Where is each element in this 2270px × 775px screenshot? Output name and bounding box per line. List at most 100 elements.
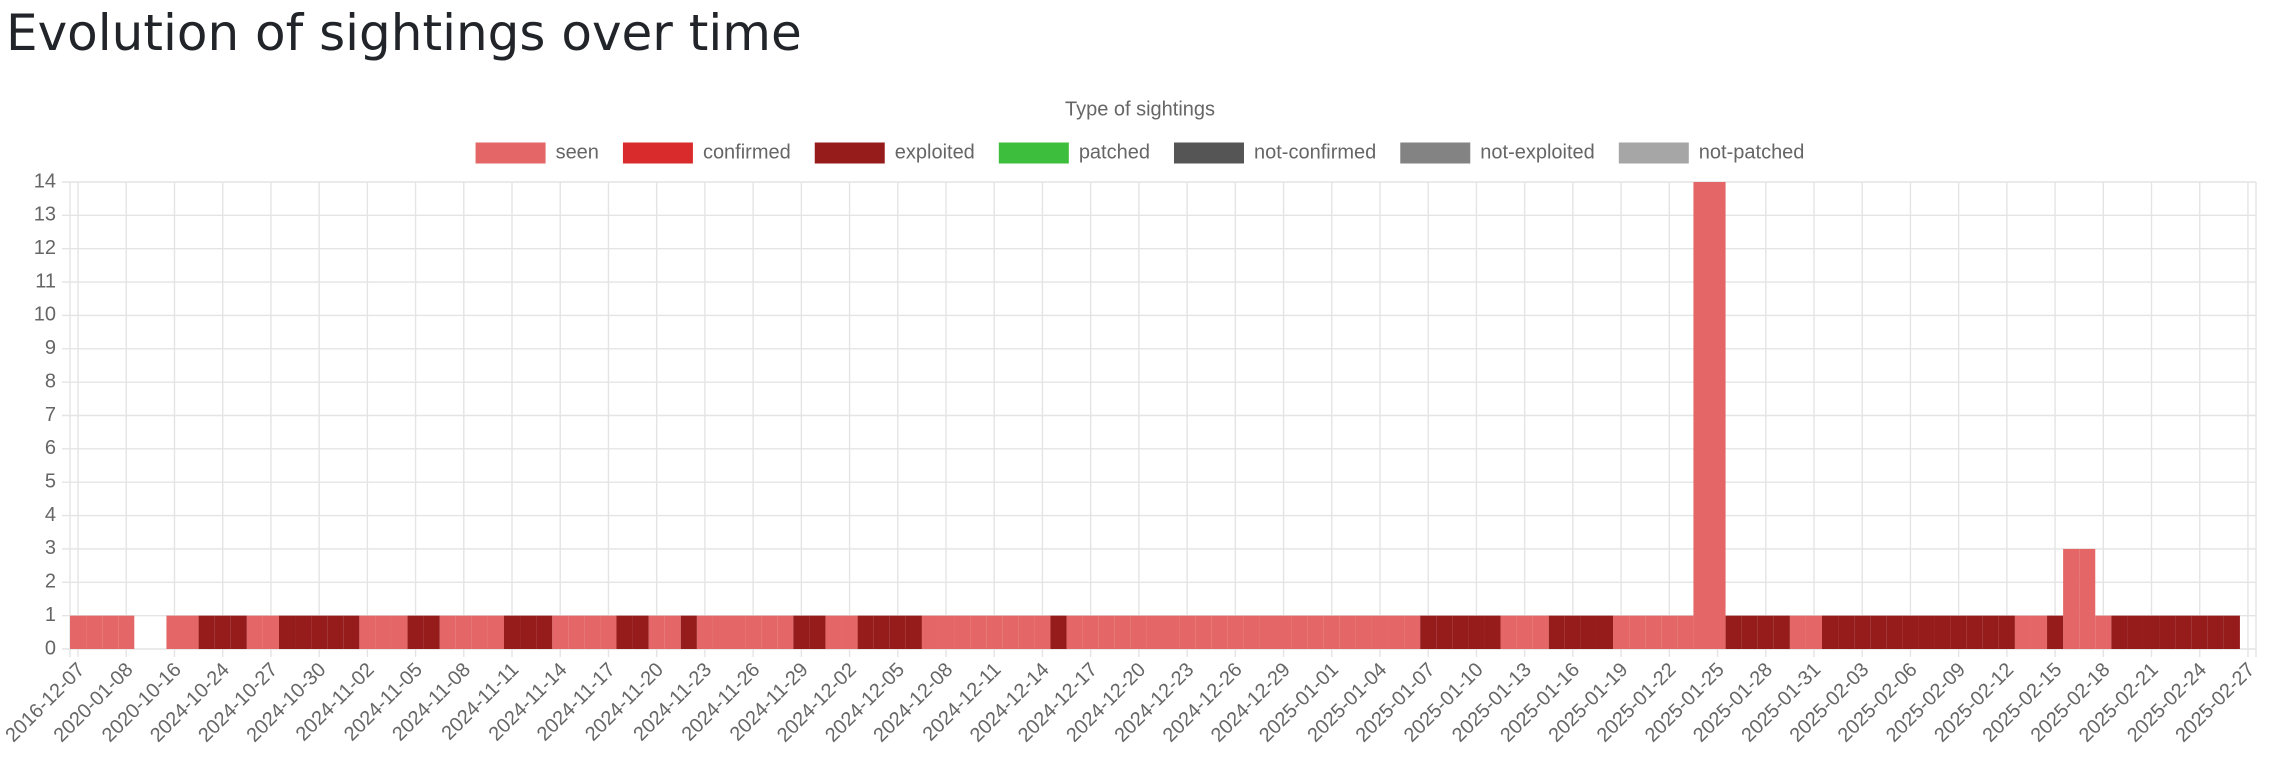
bar xyxy=(343,615,360,649)
legend-swatch xyxy=(1173,142,1244,164)
bar xyxy=(1661,615,1678,649)
bar xyxy=(1886,615,1903,649)
bar xyxy=(1870,615,1887,649)
bar xyxy=(1050,615,1067,649)
bar xyxy=(921,615,938,649)
bar xyxy=(2175,615,2192,649)
y-tick-label: 8 xyxy=(45,370,56,392)
bar xyxy=(954,615,971,649)
bar xyxy=(825,615,842,649)
bar xyxy=(696,615,713,649)
bar xyxy=(1018,615,1035,649)
bar xyxy=(970,615,987,649)
bar xyxy=(536,615,553,649)
bar xyxy=(1404,615,1421,649)
bar xyxy=(423,615,440,649)
bar xyxy=(1388,615,1405,649)
bar xyxy=(1596,615,1614,649)
bar xyxy=(1179,615,1196,649)
bar xyxy=(327,615,344,649)
bar xyxy=(729,615,746,649)
bar xyxy=(889,615,906,649)
y-tick-label: 0 xyxy=(45,637,56,659)
bar xyxy=(986,615,1003,649)
bar xyxy=(777,615,794,649)
bar xyxy=(809,615,826,649)
bar xyxy=(1436,615,1453,649)
bar xyxy=(1838,615,1855,649)
bar xyxy=(1934,615,1951,649)
bar xyxy=(2191,615,2208,649)
bar xyxy=(198,615,215,649)
bar xyxy=(2143,615,2160,649)
bar xyxy=(568,615,585,649)
bar xyxy=(761,615,778,649)
bar xyxy=(262,615,279,649)
bar xyxy=(552,615,569,649)
bar xyxy=(471,615,488,649)
bar xyxy=(1339,615,1356,649)
bar xyxy=(1822,615,1839,649)
bar xyxy=(1854,615,1871,649)
bar xyxy=(2014,615,2031,649)
y-tick-label: 9 xyxy=(45,337,56,359)
legend-swatch xyxy=(1618,142,1689,164)
bar xyxy=(1966,615,1983,649)
bar xyxy=(1291,615,1308,649)
bar xyxy=(1725,615,1742,649)
bar xyxy=(1564,615,1581,649)
bar xyxy=(182,615,199,649)
bar xyxy=(1355,615,1372,649)
bar xyxy=(2047,615,2064,649)
bar xyxy=(2079,548,2096,649)
bar xyxy=(1468,615,1485,649)
y-tick-label: 7 xyxy=(45,404,56,426)
bar xyxy=(230,615,247,649)
bar xyxy=(2063,548,2080,649)
bar xyxy=(391,615,408,649)
bar xyxy=(873,615,890,649)
bar xyxy=(905,615,922,649)
y-tick-label: 14 xyxy=(34,170,56,192)
bar xyxy=(1805,615,1823,649)
bar xyxy=(1484,615,1501,649)
bar xyxy=(664,615,681,649)
bar xyxy=(439,615,456,649)
bar xyxy=(1082,615,1099,649)
bar xyxy=(214,615,231,649)
bar xyxy=(1259,615,1276,649)
legend-label: exploited xyxy=(895,141,975,163)
bar xyxy=(1420,615,1437,649)
bar xyxy=(1098,615,1115,649)
bar xyxy=(1307,615,1324,649)
legend-label: confirmed xyxy=(703,141,791,163)
bar xyxy=(1757,615,1774,649)
bar xyxy=(1114,615,1131,649)
bar xyxy=(70,615,87,649)
bar xyxy=(1789,615,1806,649)
bar xyxy=(1693,182,1710,649)
bar xyxy=(1452,615,1469,649)
legend-label: not-confirmed xyxy=(1254,141,1376,163)
bar xyxy=(1548,615,1565,649)
bar xyxy=(584,615,601,649)
bar xyxy=(503,615,521,649)
y-tick-label: 3 xyxy=(45,537,56,559)
bar xyxy=(311,615,328,649)
bar xyxy=(648,615,665,649)
legend-swatch xyxy=(998,142,1069,164)
bar xyxy=(1195,615,1212,649)
bar xyxy=(487,615,504,649)
bar xyxy=(520,615,537,649)
bar xyxy=(455,615,472,649)
bar xyxy=(1130,615,1147,649)
bar xyxy=(1211,615,1228,649)
y-tick-label: 2 xyxy=(45,571,56,593)
bar xyxy=(359,615,376,649)
bar xyxy=(1371,615,1389,649)
bar xyxy=(118,615,135,649)
bar xyxy=(2223,615,2240,649)
bar xyxy=(1580,615,1597,649)
bar xyxy=(407,615,424,649)
